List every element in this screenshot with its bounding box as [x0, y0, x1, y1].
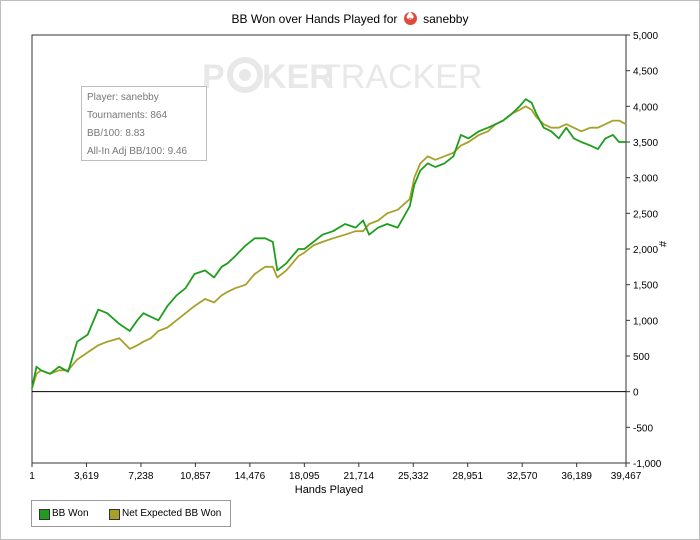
watermark-tracker: TRACKER [320, 58, 482, 96]
y-tick-label: -500 [633, 423, 653, 434]
x-tick-label: 18,095 [289, 471, 320, 482]
poker-chip-icon [227, 57, 263, 93]
y-tick-label: 2,500 [633, 209, 658, 220]
legend: BB Won Net Expected BB Won [31, 500, 231, 527]
x-tick-label: 39,467 [611, 471, 642, 482]
x-axis-ticks: 1 3,619 7,238 10,857 14,476 18,095 21,714 25,33… [29, 463, 642, 482]
series-layer [31, 98, 627, 389]
x-tick-label: 7,238 [128, 471, 153, 482]
watermark-letter-p: P [202, 58, 225, 96]
x-tick-label: 14,476 [235, 471, 266, 482]
stats-bb100: BB/100: 8.83 [87, 128, 145, 139]
y-axis-ticks: -1,000 -500 0 500 1,000 1,500 2,000 2,500 3,000 3… [626, 31, 662, 470]
x-tick-label: 1 [29, 471, 35, 482]
y-tick-label: 1,500 [633, 281, 658, 292]
legend-swatch-bb-won [39, 509, 50, 520]
y-tick-label: 1,000 [633, 316, 658, 327]
y-tick-label: 3,500 [633, 138, 658, 149]
y-tick-label: 500 [633, 352, 650, 363]
y-tick-label: 3,000 [633, 174, 658, 185]
stats-box: Player: sanebby Tournaments: 864 BB/100:… [81, 86, 207, 161]
legend-swatch-net-expected [109, 509, 120, 520]
chart-title-player: sanebby [423, 11, 469, 26]
x-axis-label: Hands Played [294, 484, 364, 496]
stats-allin-adj: All-In Adj BB/100: 9.46 [87, 146, 188, 157]
y-axis-label: # [656, 241, 668, 248]
pokertracker-watermark: P KER TRACKER [202, 57, 482, 96]
series-line-bb-won [31, 98, 626, 389]
y-tick-label: 2,000 [633, 245, 658, 256]
x-tick-label: 36,189 [561, 471, 592, 482]
legend-label-bb-won: BB Won [52, 508, 89, 519]
stats-player: Player: sanebby [87, 92, 159, 103]
y-tick-label: 4,000 [633, 102, 658, 113]
chart-title: BB Won over Hands Played for sanebby [0, 9, 700, 26]
spade-chip-icon [403, 9, 417, 26]
x-tick-label: 25,332 [398, 471, 429, 482]
x-tick-label: 10,857 [180, 471, 211, 482]
x-tick-label: 32,570 [507, 471, 538, 482]
y-tick-label: 0 [633, 388, 639, 399]
watermark-letters-ker: KER [262, 58, 334, 96]
x-tick-label: 21,714 [344, 471, 375, 482]
chart-title-prefix: BB Won over Hands Played for [231, 11, 398, 26]
y-tick-label: 4,500 [633, 67, 658, 78]
y-tick-label: -1,000 [633, 459, 662, 470]
y-tick-label: 5,000 [633, 31, 658, 42]
x-tick-label: 3,619 [74, 471, 99, 482]
series-line-net-expected [31, 105, 627, 389]
legend-label-net-expected: Net Expected BB Won [122, 508, 222, 519]
stats-tournaments: Tournaments: 864 [87, 110, 168, 121]
x-tick-label: 28,951 [452, 471, 483, 482]
